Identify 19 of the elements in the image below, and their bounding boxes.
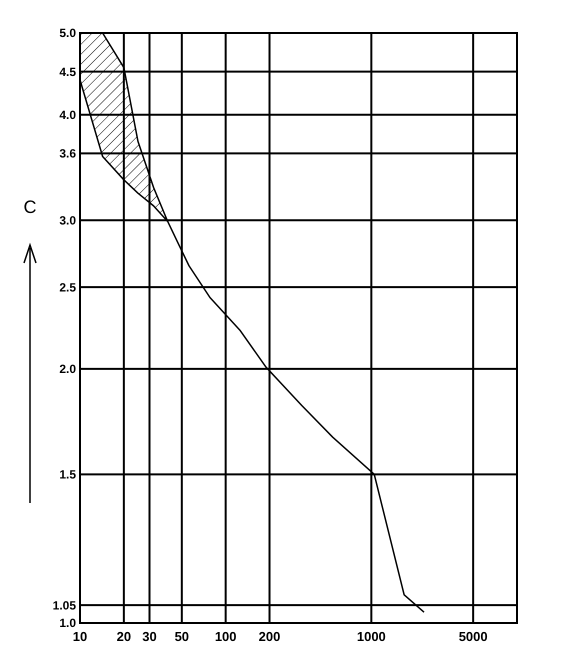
y-tick-label: 3.6 bbox=[59, 146, 76, 161]
y-tick-label: 2.0 bbox=[59, 362, 76, 376]
y-tick-label: 2.5 bbox=[59, 280, 76, 294]
x-tick-label: 200 bbox=[258, 629, 280, 644]
x-tick-label: 50 bbox=[174, 629, 190, 644]
y-tick-label: 4.5 bbox=[59, 64, 76, 79]
x-tick-label: 30 bbox=[142, 629, 157, 644]
y-tick-label: 1.0 bbox=[59, 616, 76, 630]
y-tick-label: 4.0 bbox=[59, 108, 76, 122]
x-tick-label: 100 bbox=[214, 629, 237, 644]
y-tick-label: 5.0 bbox=[59, 26, 76, 40]
y-tick-label: 1.5 bbox=[59, 468, 76, 482]
y-tick-label: 3.0 bbox=[59, 213, 76, 228]
x-tick-label: 20 bbox=[116, 629, 132, 644]
y-axis-title: C bbox=[24, 197, 36, 217]
y-tick-label: 1.05 bbox=[52, 598, 76, 612]
x-tick-label: 5000 bbox=[458, 629, 488, 644]
x-tick-label: 10 bbox=[72, 629, 88, 644]
x-tick-label: 1000 bbox=[356, 629, 386, 644]
